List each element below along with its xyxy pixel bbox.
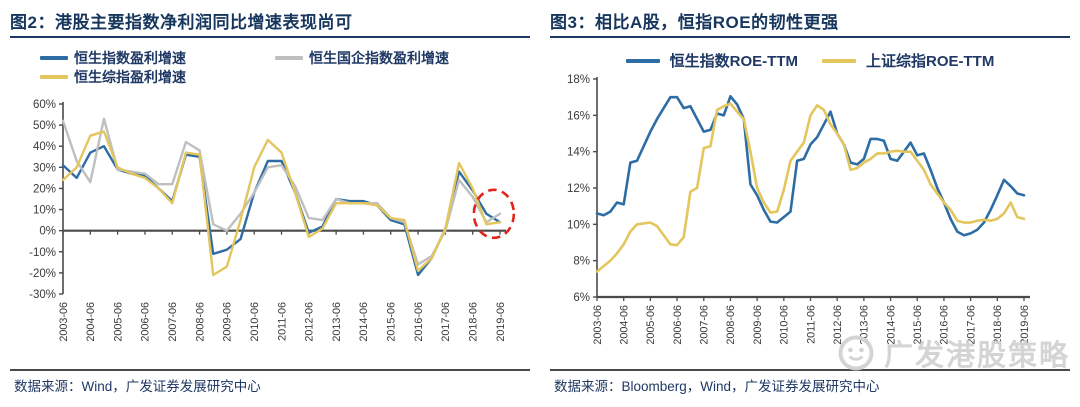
x-tick-label: 2016-06 [413,302,425,342]
x-tick-label: 2004-06 [618,305,630,345]
x-tick-label: 2007-06 [167,302,179,342]
legend-swatch-hsi-roe [625,58,660,63]
x-tick-label: 2003-06 [58,302,70,342]
figure-2-source-rule [10,369,530,371]
x-tick-label: 2005-06 [645,305,657,345]
figure-3-source-rule [550,369,1070,371]
series-line-0 [595,94,1026,237]
y-tick-label: 60% [33,99,56,111]
series-line-1 [61,117,502,266]
y-tick-label: 12% [567,183,590,195]
legend-swatch-yellow [40,75,68,79]
figure-3: 图3：相比A股，恒指ROE的韧性更强 恒生指数ROE-TTM 上证综指ROE-T… [540,0,1080,407]
x-tick-label: 2004-06 [85,302,97,342]
x-tick-label: 2005-06 [112,302,124,342]
x-tick-label: 2012-06 [832,305,844,345]
x-tick-label: 2018-06 [467,302,479,342]
axes: 18% 16% 14% 12% 10% 8% 6% [567,74,1030,304]
y-tick-label: 8% [573,256,590,268]
legend-label-hsi-roe: 恒生指数ROE-TTM [669,53,798,70]
x-tick-label: 2016-06 [939,305,951,345]
x-tick-label: 2010-06 [779,305,791,345]
x-tick-label: 2012-06 [304,302,316,342]
x-tick-label: 2008-06 [194,302,206,342]
x-tick-label: 2013-06 [859,305,871,345]
legend-label-hsi-growth: 恒生指数盈利增速 [74,50,186,66]
legend-label-sse-roe: 上证综指ROE-TTM [866,53,995,70]
series-line-2 [61,130,502,277]
figure-3-legend: 恒生指数ROE-TTM 上证综指ROE-TTM [550,50,1070,71]
y-tick-label: 50% [33,120,56,132]
legend-item-hsi-growth: 恒生指数盈利增速 [40,50,186,66]
legend-label-hscei-growth: 恒生国企指数盈利增速 [309,50,449,66]
y-tick-label: 10% [33,205,56,217]
series-line-1 [595,102,1026,273]
axes: 60% 50% 40% 30% 20% 10% 0% -10% -20% -30% [29,99,506,301]
y-tick-label: -30% [29,289,56,301]
figure-2-source: 数据来源：Wind，广发证券发展研究中心 [14,379,261,394]
figure-3-title-rule [550,36,1070,38]
x-tick-label: 2017-06 [440,302,452,342]
legend-item-hsci-growth: 恒生综指盈利增速 [40,69,186,85]
x-tick-label: 2008-06 [725,305,737,345]
x-tick-label: 2014-06 [358,302,370,342]
roe-ttm-line-chart: 18% 16% 14% 12% 10% 8% 6%2003-06 2004-06 2005-06… [567,74,1031,345]
x-tick-labels: 2003-06 2004-06 2005-06 2006-06 2007-06 2008-… [592,297,1031,345]
legend-swatch-blue [40,56,68,60]
x-tick-label: 2003-06 [592,305,604,345]
x-tick-label: 2017-06 [965,305,977,345]
y-tick-label: 0% [39,226,56,238]
figure-2: 图2：港股主要指数净利润同比增速表现尚可 恒生指数盈利增速 恒生国企指数盈利增速… [10,13,530,394]
x-tick-label: 2007-06 [699,305,711,345]
x-tick-label: 2018-06 [992,305,1004,345]
figure-3-title: 图3：相比A股，恒指ROE的韧性更强 [550,13,839,32]
legend-swatch-sse-roe [822,58,856,63]
earnings-growth-line-chart: 60%50%40%30%20%10%0%-10%-20%-30%2003-06 2… [29,99,516,342]
x-tick-label: 2014-06 [885,305,897,345]
y-tick-label: 20% [33,183,56,195]
y-tick-label: 40% [33,141,56,153]
x-tick-label: 2011-06 [276,302,288,341]
annotation-dashed-circle [472,188,516,240]
y-tick-label: 10% [567,219,590,231]
figure-2-title-rule [10,36,530,38]
x-tick-label: 2006-06 [672,305,684,345]
figure-2-title: 图2：港股主要指数净利润同比增速表现尚可 [10,13,353,32]
legend-label-hsci-growth: 恒生综指盈利增速 [74,69,186,85]
y-tick-label: 16% [567,110,590,122]
x-tick-label: 2015-06 [912,305,924,345]
x-tick-label: 2010-06 [249,302,261,342]
y-tick-label: 18% [567,74,590,86]
x-tick-label: 2009-06 [752,305,764,345]
legend-swatch-gray [275,56,303,60]
x-tick-label: 2011-06 [805,305,817,344]
x-tick-label: 2006-06 [140,302,152,342]
y-tick-label: -20% [29,268,56,280]
x-tick-label: 2019-06 [1019,305,1031,345]
y-tick-label: 6% [573,292,590,304]
legend-item-hscei-growth: 恒生国企指数盈利增速 [275,50,449,66]
y-tick-label: 14% [567,147,590,159]
figure-3-source: 数据来源：Bloomberg，Wind，广发证券发展研究中心 [554,379,880,394]
y-tick-label: -10% [29,247,56,259]
y-tick-label: 30% [33,162,56,174]
x-tick-labels: 2003-06 2004-06 2005-06 2006-06 2007-06 2008-… [58,230,507,342]
x-tick-label: 2015-06 [386,302,398,342]
x-tick-label: 2019-06 [495,302,507,342]
x-tick-label: 2009-06 [222,302,234,342]
x-tick-label: 2013-06 [331,302,343,342]
